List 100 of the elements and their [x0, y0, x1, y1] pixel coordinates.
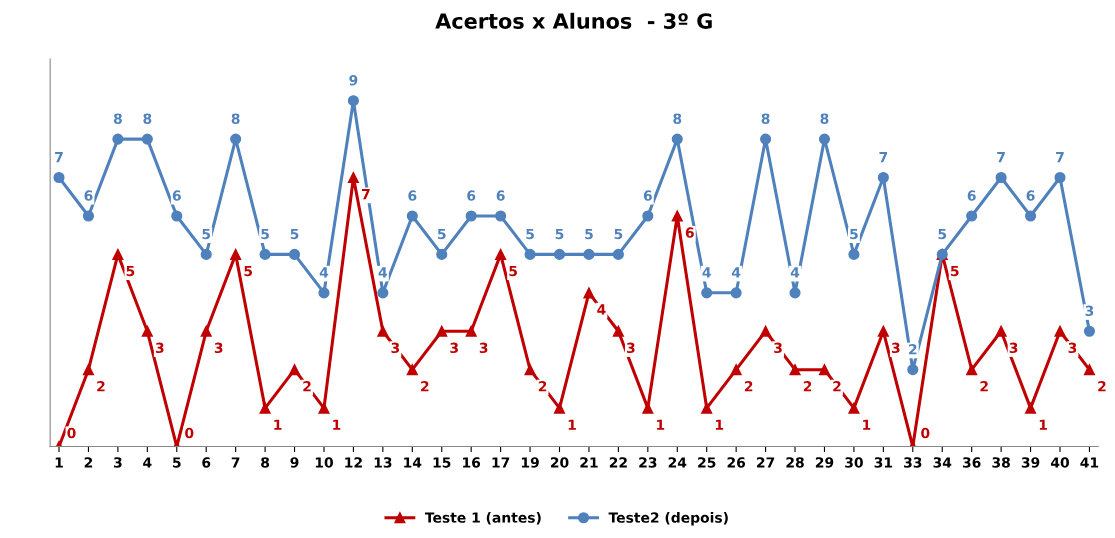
legend-label: Teste2 (depois): [608, 512, 728, 526]
data-label: 5: [244, 265, 253, 277]
data-label: 8: [820, 113, 829, 124]
x-tick-label: 21: [580, 457, 598, 468]
data-label: 3: [391, 342, 400, 354]
x-tick-label: 4: [143, 457, 152, 468]
point: [112, 248, 124, 260]
x-tick-label: 20: [550, 457, 569, 468]
data-label: 4: [597, 304, 606, 315]
point: [82, 210, 95, 222]
point: [171, 210, 183, 222]
data-label: 0: [185, 427, 194, 439]
point: [818, 364, 831, 376]
point: [1083, 325, 1095, 337]
point: [436, 248, 448, 260]
data-label: 5: [290, 228, 299, 240]
data-label: 2: [744, 381, 753, 392]
data-label: 2: [909, 343, 917, 355]
data-label: 7: [55, 152, 63, 163]
point: [406, 210, 418, 222]
data-label: 7: [1056, 152, 1064, 163]
data-label: 4: [790, 267, 800, 278]
data-label: 5: [585, 228, 593, 240]
point: [259, 402, 271, 414]
data-label: 1: [568, 419, 576, 430]
point: [877, 325, 889, 337]
point: [1083, 364, 1095, 376]
data-label: 5: [950, 265, 959, 277]
point: [642, 210, 654, 222]
x-tick-label: 30: [845, 457, 863, 468]
point: [141, 133, 153, 145]
point: [288, 364, 301, 376]
x-tick-label: 17: [492, 457, 510, 468]
x-tick-label: 13: [374, 457, 392, 468]
point: [730, 364, 742, 376]
point: [288, 248, 301, 260]
point: [789, 364, 801, 376]
x-tick-label: 33: [904, 457, 922, 468]
data-label: 3: [450, 342, 458, 354]
point: [583, 287, 595, 299]
point: [465, 210, 477, 222]
x-tick-label: 23: [639, 457, 657, 468]
data-label: 8: [143, 113, 152, 124]
data-label: 2: [803, 381, 812, 392]
point: [495, 210, 507, 222]
point: [553, 402, 566, 414]
point: [789, 287, 801, 299]
data-label: 2: [303, 381, 311, 392]
point: [671, 133, 683, 145]
point: [612, 248, 624, 260]
data-label: 3: [479, 342, 488, 354]
data-label: 5: [509, 265, 517, 277]
data-label: 6: [84, 190, 93, 201]
point: [259, 248, 271, 260]
x-tick-label: 6: [202, 457, 211, 468]
point: [995, 325, 1007, 337]
point: [200, 248, 212, 260]
x-tick-label: 2: [84, 457, 93, 468]
point: [200, 325, 212, 337]
x-tick-label: 34: [933, 457, 952, 468]
point: [848, 248, 860, 260]
data-label: 9: [349, 75, 358, 86]
point: [1025, 402, 1037, 414]
x-tick-label: 14: [404, 457, 422, 468]
point: [818, 133, 831, 145]
point: [701, 287, 713, 299]
x-tick-label: 26: [727, 457, 746, 468]
data-label: 6: [172, 190, 181, 201]
data-label: 4: [378, 267, 388, 278]
data-label: 1: [274, 419, 282, 430]
data-label: 3: [214, 342, 223, 354]
data-label: 8: [673, 113, 682, 124]
point: [848, 402, 860, 414]
point: [907, 364, 919, 376]
x-tick-label: 10: [315, 457, 333, 468]
point: [612, 325, 624, 337]
data-label: 5: [437, 228, 446, 240]
point: [347, 171, 359, 184]
data-label: 5: [261, 228, 269, 240]
data-label: 3: [1085, 305, 1094, 317]
x-tick-label: 9: [290, 457, 299, 468]
x-tick-label: 8: [261, 457, 270, 468]
data-label: 6: [685, 227, 694, 238]
data-label: 6: [1026, 190, 1035, 201]
data-label: 2: [833, 381, 841, 392]
point: [377, 325, 389, 337]
point: [877, 171, 889, 184]
point: [966, 210, 978, 222]
data-label: 3: [626, 342, 635, 354]
x-tick-label: 1: [55, 457, 63, 468]
data-label: 0: [67, 427, 76, 439]
data-label: 1: [657, 419, 665, 430]
point: [760, 133, 772, 145]
chart-title: Acertos x Alunos - 3º G: [435, 12, 712, 29]
data-label: 5: [614, 228, 623, 240]
data-label: 4: [731, 267, 741, 278]
point: [701, 402, 713, 414]
data-label: 3: [891, 342, 900, 354]
point: [495, 248, 507, 260]
data-label: 4: [319, 267, 329, 278]
